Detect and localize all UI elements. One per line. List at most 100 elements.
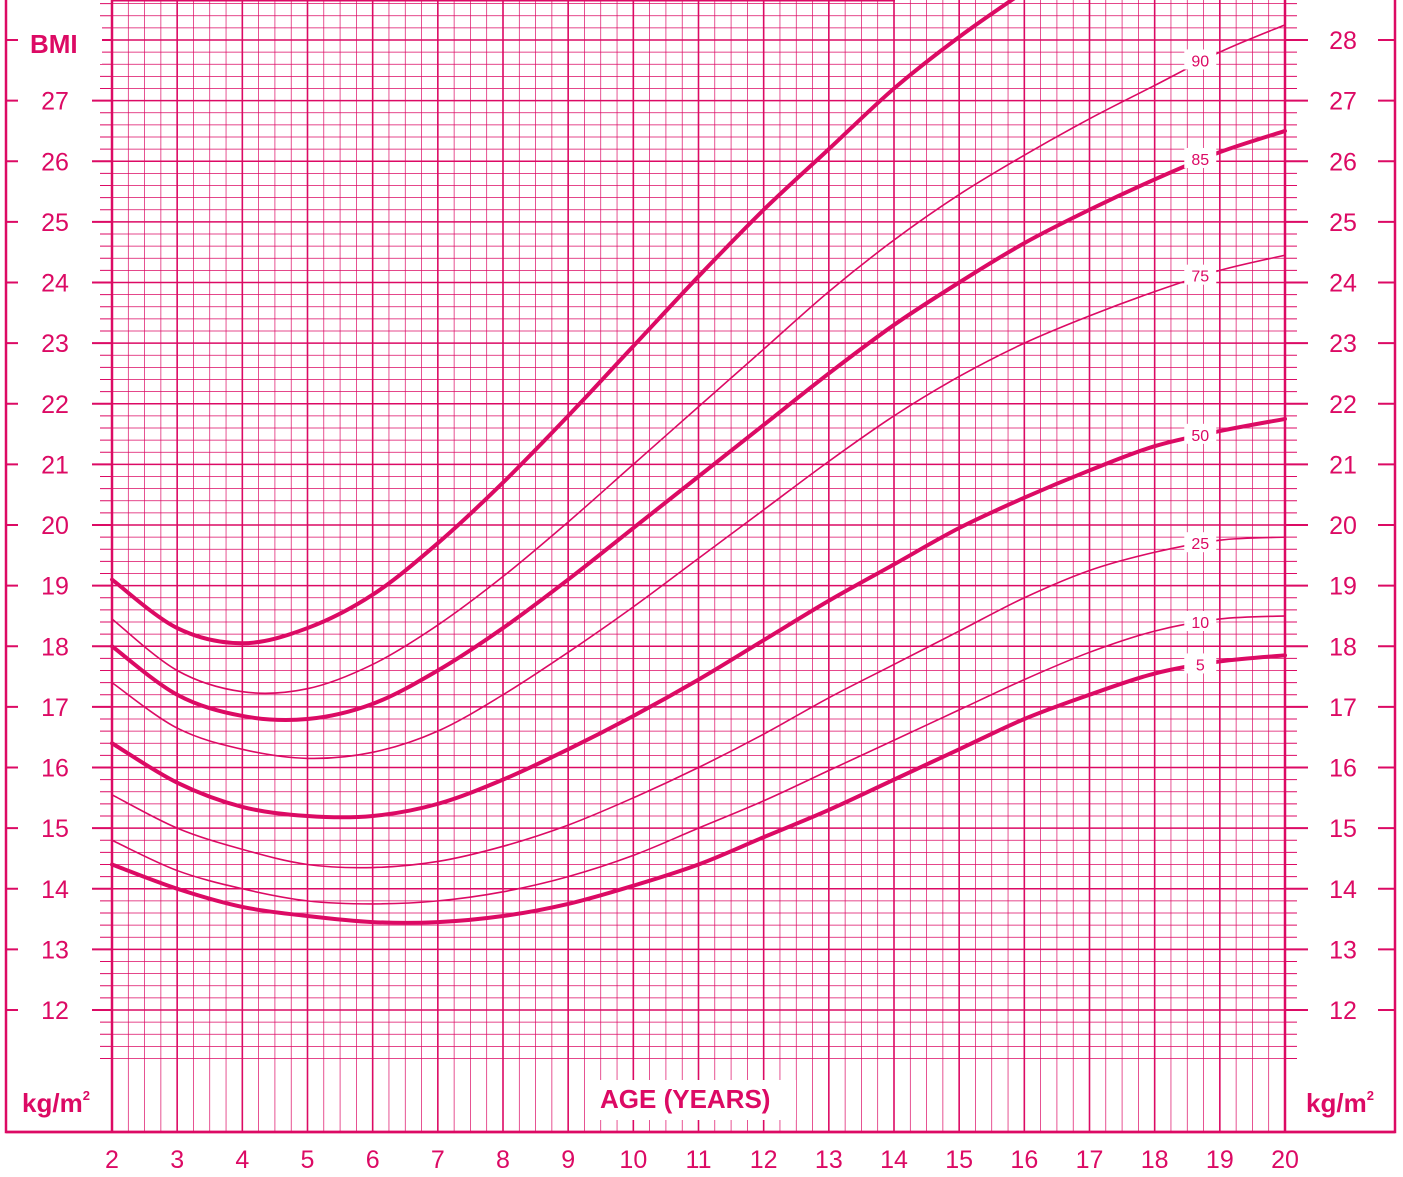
percentile-label-90: 90	[1191, 53, 1209, 70]
percentile-curve-5	[110, 653, 1287, 925]
y-tick-label-right: 15	[1329, 815, 1357, 843]
y-tick-label-right: 19	[1329, 573, 1357, 601]
y-tick-bg	[20, 509, 90, 541]
y-tick-bg	[20, 751, 90, 784]
y-tick-bg	[20, 205, 90, 238]
x-tick-label: 16	[1010, 1146, 1038, 1174]
percentile-curve-90	[111, 24, 1286, 695]
y-tick-bg	[20, 387, 90, 420]
y-tick-bg	[1310, 266, 1376, 299]
x-tick-label: 5	[301, 1146, 315, 1174]
y-tick-label-left: 21	[41, 451, 69, 479]
y-tick-bg	[20, 327, 90, 360]
x-tick-label: 9	[561, 1146, 575, 1174]
x-tick-label: 18	[1141, 1146, 1169, 1174]
y-tick-label-right: 18	[1329, 633, 1357, 661]
y-tick-bg	[1310, 630, 1376, 663]
percentile-label-75: 75	[1191, 269, 1209, 286]
x-tick-label: 11	[686, 1146, 712, 1174]
x-tick-label: 12	[750, 1146, 778, 1174]
y-tick-label-left: 18	[41, 633, 69, 661]
y-tick-label-right: 20	[1329, 512, 1357, 540]
unit-right-label: kg/m2	[1306, 1088, 1374, 1118]
y-tick-label-left: 23	[41, 330, 69, 358]
y-tick-label-right: 13	[1329, 936, 1357, 964]
y-tick-label-left: 19	[41, 573, 69, 601]
y-tick-bg	[20, 994, 90, 1026]
y-tick-label-left: 22	[41, 391, 69, 419]
percentile-curve-75	[111, 254, 1286, 760]
y-tick-label-left: 14	[41, 876, 69, 904]
y-tick-label-left: 15	[41, 815, 69, 843]
y-tick-label-left: 12	[41, 997, 69, 1025]
y-tick-bg	[1310, 569, 1376, 602]
y-tick-label-right: 24	[1329, 270, 1357, 298]
y-tick-label-left: 24	[41, 270, 69, 298]
unit-right-box	[1300, 1072, 1392, 1130]
x-tick-label: 14	[880, 1146, 908, 1174]
percentile-curve-10	[111, 615, 1286, 905]
y-tick-label-right: 12	[1329, 997, 1357, 1025]
x-tick-label: 8	[496, 1146, 510, 1174]
y-tick-bg	[1310, 933, 1376, 966]
y-tick-bg	[1310, 205, 1376, 238]
percentile-label-50: 50	[1191, 428, 1209, 445]
age-axis-label: AGE (YEARS)	[600, 1084, 770, 1114]
y-tick-bg	[1310, 448, 1376, 481]
y-tick-bg	[1310, 145, 1376, 178]
y-tick-bg	[20, 933, 90, 966]
y-tick-label-left: 26	[41, 148, 69, 176]
percentile-label-5: 5	[1196, 657, 1205, 674]
percentile-label-bg	[1184, 611, 1217, 631]
y-tick-label-right: 28	[1329, 27, 1357, 55]
y-tick-label-left: 25	[41, 209, 69, 237]
y-tick-bg	[1310, 751, 1376, 784]
percentile-curve-25	[111, 536, 1286, 869]
y-tick-label-right: 16	[1329, 755, 1357, 783]
percentile-label-bg	[1184, 532, 1217, 553]
y-tick-label-left: 20	[41, 512, 69, 540]
y-tick-bg	[20, 84, 90, 117]
y-tick-label-left: 13	[41, 936, 69, 964]
x-tick-label: 3	[170, 1146, 184, 1174]
y-tick-label-right: 25	[1329, 209, 1357, 237]
y-tick-bg	[1310, 690, 1376, 723]
y-tick-bg	[1310, 509, 1376, 541]
x-tick-label: 13	[815, 1146, 843, 1174]
y-tick-label-right: 21	[1329, 451, 1357, 479]
x-tick-label: 4	[235, 1146, 249, 1174]
y-tick-bg	[20, 448, 90, 481]
y-tick-label-right: 22	[1329, 391, 1357, 419]
x-tick-label: 7	[431, 1146, 445, 1174]
percentile-label-bg	[1184, 423, 1217, 444]
y-tick-bg	[1310, 872, 1376, 905]
bmi-label-box	[22, 24, 102, 64]
grid	[111, 0, 1286, 1132]
y-tick-bg	[1310, 812, 1376, 845]
y-tick-bg	[1310, 327, 1376, 360]
age-label-box	[596, 1080, 796, 1120]
y-tick-bg	[20, 266, 90, 299]
x-tick-label: 2	[105, 1146, 119, 1174]
y-tick-bg	[20, 690, 90, 723]
y-tick-bg	[20, 872, 90, 905]
y-tick-bg	[20, 569, 90, 602]
y-tick-bg	[1310, 24, 1376, 56]
percentile-label-10: 10	[1191, 615, 1209, 632]
y-tick-label-right: 27	[1329, 88, 1357, 116]
bmi-axis-label: BMI	[30, 29, 78, 59]
percentile-curve-85	[110, 128, 1287, 723]
unit-left-box	[14, 1072, 106, 1130]
x-tick-label: 6	[366, 1146, 380, 1174]
percentile-label-85: 85	[1191, 152, 1209, 169]
y-tick-label-right: 26	[1329, 148, 1357, 176]
percentile-label-25: 25	[1191, 536, 1209, 553]
y-tick-bg	[1310, 387, 1376, 420]
unit-right-sup: 2	[1367, 1088, 1374, 1103]
y-tick-bg	[20, 812, 90, 845]
unit-left-sup: 2	[83, 1088, 90, 1103]
